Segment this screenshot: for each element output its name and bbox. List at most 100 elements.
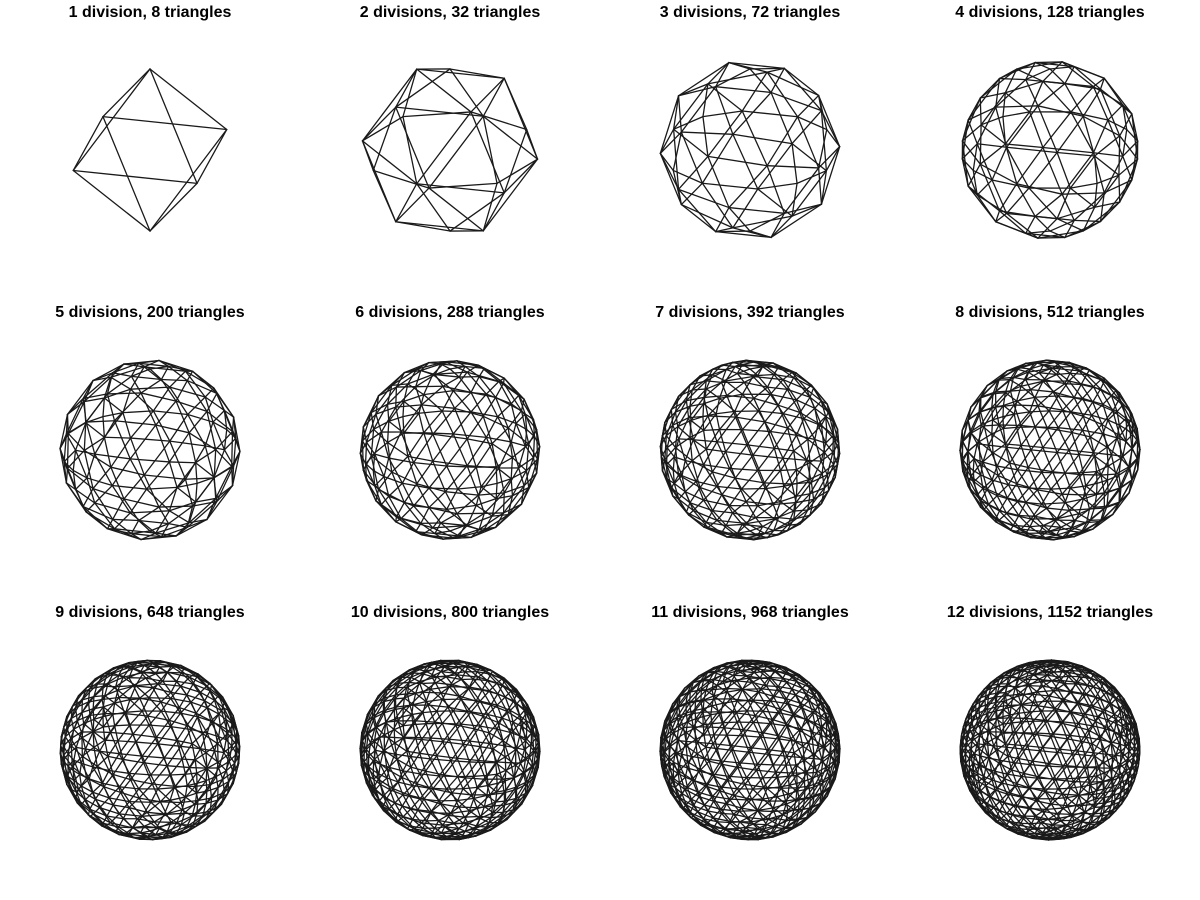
panel-7-divisions: 7 divisions, 392 triangles (600, 300, 900, 600)
mesh-edge (1046, 409, 1064, 429)
mesh-edge (504, 731, 511, 747)
mesh-edge (725, 361, 734, 371)
mesh-edge (63, 754, 73, 768)
mesh-edge (813, 694, 823, 704)
mesh-edge (1092, 85, 1124, 106)
mesh-edge (410, 766, 427, 772)
mesh-edge (1071, 431, 1080, 456)
mesh-edge (403, 501, 430, 509)
mesh-edge (128, 772, 152, 776)
mesh-edge (731, 512, 757, 519)
mesh-edge (814, 423, 819, 441)
mesh-edge (199, 691, 208, 709)
mesh-edge (94, 453, 131, 460)
mesh-edge (725, 375, 754, 382)
mesh-edge (150, 801, 165, 816)
mesh-edge (83, 718, 95, 725)
mesh-edge (135, 683, 159, 687)
mesh-edge (145, 486, 178, 490)
mesh-edge (777, 404, 801, 414)
mesh-edge (757, 410, 784, 415)
mesh-edge (375, 413, 383, 433)
mesh-edge (505, 769, 515, 779)
mesh-edge (517, 457, 535, 469)
mesh-edge (703, 396, 709, 417)
mesh-edge (1092, 385, 1104, 405)
mesh-edge (370, 455, 393, 473)
mesh-edge (132, 664, 145, 670)
mesh-edge (206, 761, 219, 770)
mesh-edge (783, 167, 820, 214)
mesh-edge (397, 704, 411, 722)
mesh-edge (140, 536, 163, 541)
mesh-edge (468, 805, 486, 812)
mesh-edge (444, 361, 468, 373)
mesh-edge (228, 753, 238, 763)
mesh-edge (782, 434, 798, 459)
mesh-edge (160, 710, 182, 714)
mesh-edge (397, 816, 404, 822)
mesh-edge (166, 671, 191, 678)
mesh-edge (1018, 514, 1031, 528)
mesh-edge (812, 474, 828, 501)
mesh-edge (60, 744, 62, 765)
mesh-edge (65, 467, 69, 484)
mesh-edge (462, 786, 478, 790)
panel-title: 1 division, 8 triangles (68, 4, 232, 21)
mesh-edge (1048, 410, 1059, 429)
mesh-edge (1128, 423, 1139, 439)
mesh-edge (157, 683, 182, 687)
mesh-edge (228, 744, 237, 755)
mesh-edge (440, 665, 446, 673)
mesh-edge (773, 447, 782, 472)
mesh-edge (677, 425, 691, 439)
mesh-edge (1051, 471, 1063, 495)
mesh-edge (206, 410, 217, 451)
mesh-edge (716, 441, 731, 470)
mesh-edge (994, 518, 1015, 527)
mesh-edge (1016, 68, 1044, 82)
mesh-edge (1042, 111, 1072, 149)
mesh-edge (410, 676, 421, 683)
mesh-edge (807, 493, 811, 511)
mesh-edge (80, 785, 94, 793)
mesh-edge (1099, 77, 1105, 90)
mesh-edge (1061, 473, 1080, 495)
mesh-edge (464, 830, 474, 835)
mesh-edge (468, 761, 475, 777)
mesh-edge (1009, 529, 1027, 535)
mesh-edge (129, 762, 145, 781)
mesh-edge (416, 68, 472, 113)
mesh-edge (777, 516, 795, 520)
mesh-edge (795, 388, 808, 401)
mesh-edge (227, 732, 230, 755)
mesh-edge (178, 706, 197, 714)
mesh-edge (523, 457, 535, 487)
mesh-edge (531, 730, 539, 743)
mesh-edge (149, 368, 163, 381)
mesh-edge (969, 411, 980, 433)
mesh-edge (142, 671, 159, 685)
mesh-edge (795, 399, 805, 420)
mesh-edge (672, 115, 704, 130)
mesh-edge (157, 725, 172, 745)
mesh-edge (1082, 415, 1091, 438)
mesh-edge (486, 774, 489, 787)
mesh-edge (231, 416, 235, 433)
mesh-edge (1034, 359, 1048, 364)
mesh-edge (813, 691, 818, 697)
mesh-edge (726, 394, 737, 418)
mesh-edge (411, 773, 421, 787)
mesh-edge (139, 668, 151, 673)
mesh-edge (743, 534, 759, 539)
mesh-edge (457, 775, 464, 790)
mesh-edge (108, 753, 120, 772)
mesh-edge (1029, 368, 1040, 374)
mesh-edge (70, 737, 83, 747)
mesh-edge (455, 822, 464, 834)
mesh-edge (212, 421, 228, 431)
mesh-edge (811, 737, 824, 748)
mesh-edge (222, 771, 234, 781)
mesh-edge (995, 106, 1008, 148)
mesh-edge (509, 709, 514, 723)
